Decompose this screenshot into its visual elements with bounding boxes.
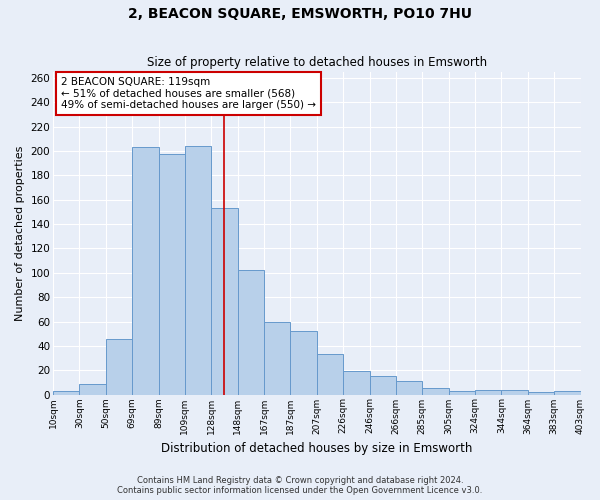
Bar — [502, 390, 528, 394]
Bar — [211, 208, 238, 394]
Text: 2 BEACON SQUARE: 119sqm
← 51% of detached houses are smaller (568)
49% of semi-d: 2 BEACON SQUARE: 119sqm ← 51% of detache… — [61, 77, 316, 110]
Text: Contains HM Land Registry data © Crown copyright and database right 2024.
Contai: Contains HM Land Registry data © Crown c… — [118, 476, 482, 495]
Bar — [370, 376, 396, 394]
Bar — [132, 148, 158, 394]
Title: Size of property relative to detached houses in Emsworth: Size of property relative to detached ho… — [147, 56, 487, 70]
Bar — [396, 381, 422, 394]
Bar — [106, 338, 132, 394]
Bar — [528, 392, 554, 394]
Text: 2, BEACON SQUARE, EMSWORTH, PO10 7HU: 2, BEACON SQUARE, EMSWORTH, PO10 7HU — [128, 8, 472, 22]
Y-axis label: Number of detached properties: Number of detached properties — [15, 146, 25, 321]
Bar — [317, 354, 343, 395]
Bar — [185, 146, 211, 394]
X-axis label: Distribution of detached houses by size in Emsworth: Distribution of detached houses by size … — [161, 442, 472, 455]
Bar — [422, 388, 449, 394]
Bar — [554, 391, 581, 394]
Bar — [290, 331, 317, 394]
Bar — [53, 391, 79, 394]
Bar — [264, 322, 290, 394]
Bar — [449, 391, 475, 394]
Bar — [475, 390, 502, 394]
Bar — [79, 384, 106, 394]
Bar — [158, 154, 185, 394]
Bar — [238, 270, 264, 394]
Bar — [343, 372, 370, 394]
